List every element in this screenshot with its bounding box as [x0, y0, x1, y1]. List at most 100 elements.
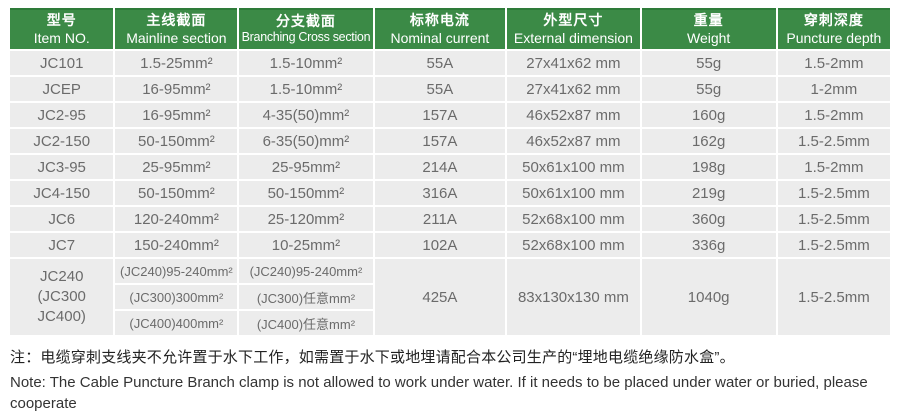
cell-branching-section: 1.5-10mm² — [239, 77, 373, 101]
cell-external-dimension: 52x68x100 mm — [507, 233, 640, 257]
cell-nominal-current: 214A — [374, 155, 506, 179]
table-row: JC101 1.5-25mm² 1.5-10mm² 55A 27x41x62 m… — [10, 51, 890, 75]
cell-weight: 1040g — [641, 259, 776, 335]
cell-mainline-section: 50-150mm² — [115, 129, 238, 153]
table-row: JC6 120-240mm² 25-120mm² 211A 52x68x100 … — [10, 207, 890, 231]
cell-branching-section: 50-150mm² — [239, 181, 373, 205]
cell-weight: 55g — [641, 51, 776, 75]
cell-item-no: JC2-95 — [10, 103, 114, 127]
header-item-en: Item NO. — [33, 29, 90, 46]
cell-branching-section: (JC240)95-240mm² — [239, 259, 373, 283]
cell-branching-section: 10-25mm² — [239, 233, 373, 257]
cell-puncture-depth: 1.5-2mm — [777, 155, 890, 179]
cell-mainline-section: (JC400)400mm² — [115, 311, 238, 335]
header-branching-zh: 分支截面 — [275, 12, 336, 29]
cell-puncture-depth: 1.5-2.5mm — [777, 259, 890, 335]
cell-weight: 55g — [641, 77, 776, 101]
header-dimension-zh: 外型尺寸 — [543, 12, 604, 28]
cell-item-no: JC6 — [10, 207, 114, 231]
header-depth-zh: 穿刺深度 — [803, 12, 864, 28]
header-item-zh: 型号 — [46, 12, 77, 28]
table-subrow: (JC400)400mm² (JC400)任意mm² — [10, 311, 890, 335]
header-mainline-zh: 主线截面 — [146, 12, 207, 28]
column-header-puncture-depth: 穿刺深度 Puncture depth — [777, 8, 890, 49]
cell-external-dimension: 50x61x100 mm — [507, 181, 640, 205]
merged-item-line1: JC240 — [40, 267, 84, 285]
cell-item-no: JCEP — [10, 77, 114, 101]
cell-item-no: JC7 — [10, 233, 114, 257]
cell-weight: 219g — [641, 181, 776, 205]
cell-puncture-depth: 1-2mm — [777, 77, 890, 101]
column-header-item-no: 型号 Item NO. — [10, 8, 114, 49]
cell-mainline-section: (JC240)95-240mm² — [115, 259, 238, 283]
cell-external-dimension: 83x130x130 mm — [507, 259, 640, 335]
header-current-zh: 标称电流 — [409, 12, 470, 28]
cell-mainline-section: 16-95mm² — [115, 103, 238, 127]
cell-external-dimension: 27x41x62 mm — [507, 77, 640, 101]
cell-mainline-section: 16-95mm² — [115, 77, 238, 101]
table-row: JC2-150 50-150mm² 6-35(50)mm² 157A 46x52… — [10, 129, 890, 153]
cell-mainline-section: 25-95mm² — [115, 155, 238, 179]
cell-branching-section: 1.5-10mm² — [239, 51, 373, 75]
cell-nominal-current: 55A — [374, 51, 506, 75]
cell-nominal-current: 102A — [374, 233, 506, 257]
cell-weight: 336g — [641, 233, 776, 257]
header-weight-zh: 重量 — [693, 12, 724, 28]
cell-branching-section: 25-120mm² — [239, 207, 373, 231]
cell-nominal-current: 55A — [374, 77, 506, 101]
cell-nominal-current: 316A — [374, 181, 506, 205]
table-row-merged: JC240 (JC300 JC400) (JC240)95-240mm² (JC… — [10, 259, 890, 335]
cell-nominal-current: 425A — [374, 259, 506, 335]
header-current-en: Nominal current — [390, 29, 490, 46]
column-header-mainline-section: 主线截面 Mainline section — [115, 8, 238, 49]
cell-mainline-section: (JC300)300mm² — [115, 285, 238, 309]
column-header-nominal-current: 标称电流 Nominal current — [374, 8, 506, 49]
cell-branching-section: (JC400)任意mm² — [239, 311, 373, 335]
header-depth-en: Puncture depth — [786, 29, 882, 46]
table-subrow: (JC300)300mm² (JC300)任意mm² — [10, 285, 890, 309]
footnotes: 注：电缆穿刺支线夹不允许置于水下工作，如需置于水下或地埋请配合本公司生产的“埋地… — [10, 347, 890, 412]
cell-mainline-section: 1.5-25mm² — [115, 51, 238, 75]
cell-item-no: JC4-150 — [10, 181, 114, 205]
cell-puncture-depth: 1.5-2mm — [777, 103, 890, 127]
cell-puncture-depth: 1.5-2.5mm — [777, 233, 890, 257]
cell-item-no: JC101 — [10, 51, 114, 75]
note-english-line1: Note: The Cable Puncture Branch clamp is… — [10, 373, 868, 412]
cell-mainline-section: 120-240mm² — [115, 207, 238, 231]
header-row: 型号 Item NO. 主线截面 Mainline section 分支截面 B… — [10, 8, 890, 49]
merged-item-line2: (JC300 JC400) — [37, 287, 86, 326]
cell-weight: 162g — [641, 129, 776, 153]
cell-puncture-depth: 1.5-2mm — [777, 51, 890, 75]
header-mainline-en: Mainline section — [126, 29, 227, 46]
cell-nominal-current: 157A — [374, 129, 506, 153]
cell-branching-section: (JC300)任意mm² — [239, 285, 373, 309]
cell-nominal-current: 211A — [374, 207, 506, 231]
cell-puncture-depth: 1.5-2.5mm — [777, 207, 890, 231]
table-row: JC2-95 16-95mm² 4-35(50)mm² 157A 46x52x8… — [10, 103, 890, 127]
cell-external-dimension: 46x52x87 mm — [507, 103, 640, 127]
table-row: JC7 150-240mm² 10-25mm² 102A 52x68x100 m… — [10, 233, 890, 257]
header-weight-en: Weight — [687, 29, 731, 46]
cell-external-dimension: 46x52x87 mm — [507, 129, 640, 153]
cell-mainline-section: 150-240mm² — [115, 233, 238, 257]
cell-external-dimension: 52x68x100 mm — [507, 207, 640, 231]
note-chinese: 注：电缆穿刺支线夹不允许置于水下工作，如需置于水下或地埋请配合本公司生产的“埋地… — [10, 349, 735, 366]
cell-item-no: JC3-95 — [10, 155, 114, 179]
cell-weight: 160g — [641, 103, 776, 127]
column-header-weight: 重量 Weight — [641, 8, 776, 49]
cell-mainline-section: 50-150mm² — [115, 181, 238, 205]
column-header-external-dimension: 外型尺寸 External dimension — [507, 8, 640, 49]
cell-branching-section: 4-35(50)mm² — [239, 103, 373, 127]
table-row: JC4-150 50-150mm² 50-150mm² 316A 50x61x1… — [10, 181, 890, 205]
column-header-branching-section: 分支截面 Branching Cross section — [239, 8, 373, 49]
table-row: JC3-95 25-95mm² 25-95mm² 214A 50x61x100 … — [10, 155, 890, 179]
table-row: JCEP 16-95mm² 1.5-10mm² 55A 27x41x62 mm … — [10, 77, 890, 101]
header-dimension-en: External dimension — [513, 29, 633, 46]
product-spec-table: 型号 Item NO. 主线截面 Mainline section 分支截面 B… — [8, 6, 892, 337]
cell-puncture-depth: 1.5-2.5mm — [777, 129, 890, 153]
cell-branching-section: 25-95mm² — [239, 155, 373, 179]
cell-branching-section: 6-35(50)mm² — [239, 129, 373, 153]
cell-external-dimension: 27x41x62 mm — [507, 51, 640, 75]
cell-external-dimension: 50x61x100 mm — [507, 155, 640, 179]
